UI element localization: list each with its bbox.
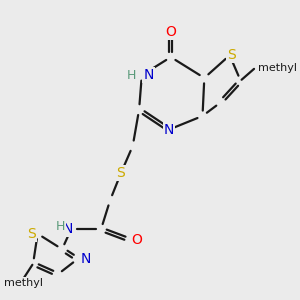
Text: S: S bbox=[28, 227, 36, 241]
Text: S: S bbox=[227, 48, 236, 62]
Text: methyl: methyl bbox=[4, 278, 43, 288]
Text: O: O bbox=[131, 233, 142, 247]
Text: N: N bbox=[143, 68, 154, 82]
Text: O: O bbox=[165, 25, 176, 39]
Text: N: N bbox=[80, 252, 91, 266]
Text: N: N bbox=[62, 222, 73, 236]
Text: H: H bbox=[56, 220, 65, 233]
Text: S: S bbox=[117, 166, 125, 180]
Text: N: N bbox=[164, 123, 174, 136]
Text: H: H bbox=[127, 69, 136, 82]
Text: methyl: methyl bbox=[258, 63, 297, 73]
